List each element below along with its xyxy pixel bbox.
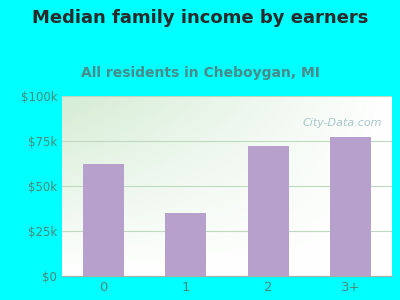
Text: City-Data.com: City-Data.com [302,118,382,128]
Bar [83,164,124,276]
Text: All residents in Cheboygan, MI: All residents in Cheboygan, MI [80,66,320,80]
Bar [165,213,206,276]
Text: Median family income by earners: Median family income by earners [32,9,368,27]
Bar [248,146,289,276]
Bar [330,137,371,276]
